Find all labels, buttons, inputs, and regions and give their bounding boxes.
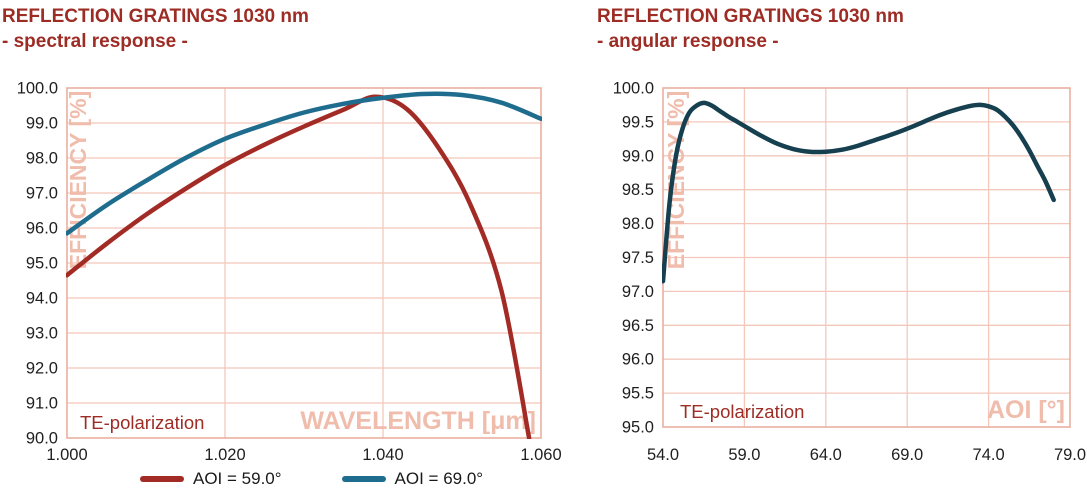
y-tick-label: 90.0	[26, 430, 58, 448]
legend-label-aoi-69: AOI = 69.0°	[394, 469, 484, 488]
x-tick-label: 1.000	[46, 446, 87, 464]
y-tick-label: 97.0	[26, 185, 58, 203]
y-tick-label: 100.0	[613, 80, 654, 98]
x-tick-label: 59.0	[728, 446, 760, 464]
x-axis-title-watermark: AOI [°]	[987, 396, 1065, 424]
angular-response-plot: EFFICIENCY [%]AOI [°]TE-polarization100.…	[613, 80, 1086, 465]
y-tick-label: 94.0	[26, 290, 58, 308]
y-tick-label: 92.0	[26, 360, 58, 378]
y-tick-label: 97.5	[622, 249, 654, 267]
y-tick-label: 98.5	[622, 181, 654, 199]
x-tick-label: 79.0	[1054, 446, 1086, 464]
y-tick-label: 93.0	[26, 325, 58, 343]
chart-title-spectral: REFLECTION GRATINGS 1030 nm - spectral r…	[2, 4, 309, 54]
y-tick-label: 95.0	[622, 419, 654, 437]
y-tick-label: 99.5	[622, 113, 654, 131]
legend-item-aoi-69: AOI = 69.0°	[341, 469, 484, 489]
legend-line-swatch-red	[140, 476, 184, 482]
x-tick-label: 1.060	[520, 446, 561, 464]
legend-item-aoi-59: AOI = 59.0°	[140, 469, 282, 489]
polarization-annotation: TE-polarization	[80, 412, 204, 433]
y-tick-label: 96.5	[622, 317, 654, 335]
x-tick-label: 1.020	[204, 446, 245, 464]
legend-label-aoi-59: AOI = 59.0°	[193, 469, 282, 488]
series-curve	[66, 91, 542, 236]
y-tick-label: 95.5	[622, 385, 654, 403]
y-tick-label: 100.0	[17, 80, 58, 98]
spectral-response-plot: EFFICIENCY [%] WAVELENGTH [μm] TE-polariza…	[17, 80, 562, 465]
legend-line-swatch-teal	[341, 476, 386, 482]
x-tick-label: 64.0	[810, 446, 842, 464]
chart-title-line-1: REFLECTION GRATINGS 1030 nm	[2, 6, 309, 27]
y-tick-label: 98.0	[26, 150, 58, 168]
angular-response-chart: REFLECTION GRATINGS 1030 nm - angular re…	[595, 0, 1087, 500]
y-tick-label: 91.0	[26, 395, 58, 413]
series-curve	[662, 100, 1056, 284]
y-tick-label: 99.0	[26, 115, 58, 133]
y-tick-label: 97.0	[622, 283, 654, 301]
y-axis-title-watermark: EFFICIENCY [%]	[65, 91, 91, 269]
y-tick-label: 96.0	[622, 351, 654, 369]
x-tick-label: 1.040	[362, 446, 403, 464]
y-tick-label: 96.0	[26, 220, 58, 238]
y-tick-label: 99.0	[622, 147, 654, 165]
polarization-annotation: TE-polarization	[680, 401, 804, 422]
x-axis-title-watermark: WAVELENGTH [μm]	[300, 407, 536, 435]
chart-title-line-2: - angular response -	[597, 31, 779, 52]
chart-title-line-1: REFLECTION GRATINGS 1030 nm	[597, 6, 904, 27]
chart-title-angular: REFLECTION GRATINGS 1030 nm - angular re…	[597, 4, 904, 54]
chart-title-line-2: - spectral response -	[2, 31, 188, 52]
y-tick-label: 98.0	[622, 215, 654, 233]
x-tick-label: 54.0	[647, 446, 679, 464]
spectral-response-chart: REFLECTION GRATINGS 1030 nm - spectral r…	[2, 4, 562, 465]
x-tick-label: 74.0	[973, 446, 1005, 464]
series-curve	[66, 94, 532, 439]
y-tick-label: 95.0	[26, 255, 58, 273]
plot-border	[66, 87, 542, 439]
chart-legend: AOI = 59.0° AOI = 69.0°	[140, 469, 483, 489]
x-tick-label: 69.0	[891, 446, 923, 464]
